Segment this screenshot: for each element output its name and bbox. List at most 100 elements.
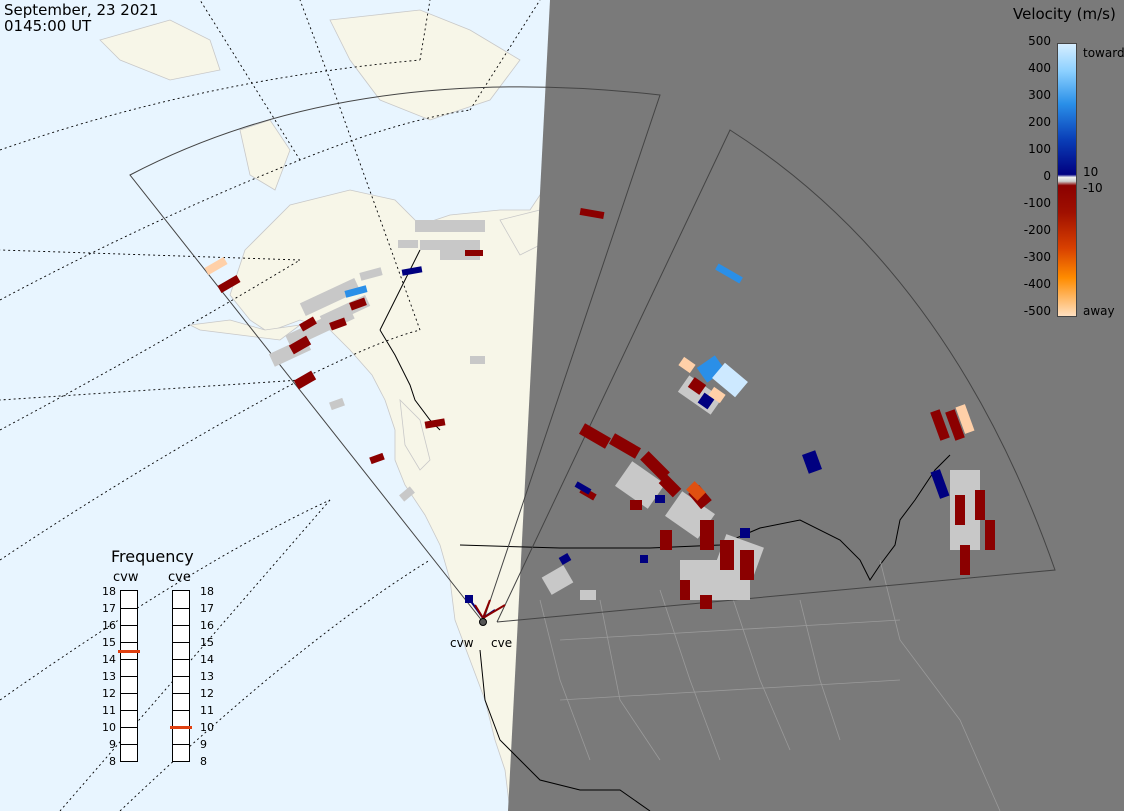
freq-gauge-divider — [121, 625, 137, 626]
freq-gauge-divider — [121, 608, 137, 609]
freq-gauge-divider — [121, 676, 137, 677]
echo-cell — [204, 257, 228, 275]
freq-tick-right: 9 — [200, 738, 207, 751]
echo-cell — [630, 500, 642, 510]
echo-cell — [398, 240, 418, 248]
frequency-title: Frequency — [111, 547, 194, 566]
echo-cell — [440, 250, 480, 260]
velocity-tick: -500 — [1023, 304, 1051, 318]
echo-cell — [740, 528, 750, 538]
freq-gauge-divider — [173, 608, 189, 609]
echo-cell — [708, 386, 726, 404]
echo-cell — [712, 362, 748, 398]
echo-cell — [985, 520, 995, 550]
freq-selected-marker — [118, 649, 140, 653]
night-terminator — [508, 0, 1124, 811]
echo-cell — [415, 220, 485, 232]
echo-cell — [802, 450, 822, 474]
toward-label: toward — [1083, 46, 1124, 60]
echo-cell — [399, 486, 415, 502]
time-label: 0145:00 UT — [4, 17, 92, 35]
echo-cell — [359, 267, 383, 281]
echo-cell — [640, 555, 648, 563]
echo-cell — [344, 285, 368, 298]
velocity-scale-title: Velocity (m/s) — [1013, 5, 1116, 23]
echo-cell — [369, 452, 385, 465]
freq-tick-right: 16 — [200, 619, 214, 632]
velocity-tick: 400 — [1028, 61, 1051, 75]
echo-beam — [474, 604, 484, 619]
freq-tick-left: 16 — [102, 619, 116, 632]
echo-cell — [720, 540, 734, 570]
echo-cell — [541, 565, 574, 595]
freq-tick-right: 13 — [200, 670, 214, 683]
freq-tick-left: 11 — [102, 704, 116, 717]
echo-cell — [299, 316, 317, 332]
velocity-tick: 500 — [1028, 34, 1051, 48]
echo-cell — [960, 545, 970, 575]
pos-threshold-label: 10 — [1083, 165, 1099, 179]
echo-cell — [580, 590, 596, 600]
site-label-cve: cve — [491, 636, 513, 650]
echo-cell — [424, 418, 446, 429]
echo-cell — [574, 481, 592, 495]
echo-cell — [678, 356, 696, 374]
freq-tick-left: 8 — [109, 755, 116, 768]
freq-gauge-divider — [173, 659, 189, 660]
velocity-tick: -100 — [1023, 196, 1051, 210]
velocity-tick: 300 — [1028, 88, 1051, 102]
freq-tick-left: 13 — [102, 670, 116, 683]
freq-tick-right: 8 — [200, 755, 207, 768]
echo-cell — [687, 377, 707, 395]
freq-gauge-divider — [121, 642, 137, 643]
velocity-tick: -300 — [1023, 250, 1051, 264]
echo-cell — [615, 461, 665, 509]
freq-selected-marker — [170, 726, 192, 729]
freq-gauge-divider — [121, 744, 137, 745]
state-lines — [539, 559, 1001, 811]
echo-cell — [945, 409, 965, 441]
echo-cell — [420, 240, 480, 250]
echo-cell — [955, 495, 965, 525]
echo-cell — [696, 355, 726, 383]
echo-cell — [329, 317, 347, 331]
echo-cell — [640, 451, 670, 481]
echo-cell — [401, 266, 423, 276]
freq-gauge-divider — [173, 693, 189, 694]
echo-cell — [349, 297, 367, 311]
freq-gauge-divider — [173, 625, 189, 626]
echo-cell — [697, 392, 715, 410]
echo-cell — [715, 263, 743, 284]
echo-cell — [680, 580, 690, 600]
velocity-tick: 100 — [1028, 142, 1051, 156]
echo-cell — [465, 250, 483, 256]
freq-gauge-divider — [121, 659, 137, 660]
freq-tick-left: 9 — [109, 738, 116, 751]
radar-name-cve: cve — [168, 570, 191, 585]
echo-cell — [655, 495, 665, 503]
neg-threshold-label: -10 — [1083, 181, 1103, 195]
freq-tick-left: 10 — [102, 721, 116, 734]
velocity-tick: 0 — [1043, 169, 1051, 183]
echo-cell — [686, 481, 706, 501]
echo-cell — [658, 474, 682, 498]
echo-cell — [329, 397, 345, 411]
echo-cell — [609, 433, 641, 459]
lat-lon-grid — [0, 0, 541, 811]
echo-cells — [204, 207, 995, 619]
velocity-tick: -200 — [1023, 223, 1051, 237]
freq-tick-left: 12 — [102, 687, 116, 700]
freq-gauge-divider — [173, 642, 189, 643]
site-label-cvw: cvw — [450, 636, 474, 650]
freq-gauge-divider — [173, 676, 189, 677]
freq-gauge-divider — [121, 693, 137, 694]
echo-beam — [482, 599, 491, 619]
velocity-tick: 200 — [1028, 115, 1051, 129]
echo-cell — [740, 550, 754, 580]
echo-beam — [482, 604, 506, 619]
freq-tick-right: 12 — [200, 687, 214, 700]
land — [99, 9, 561, 811]
echo-cell — [299, 277, 361, 317]
freq-tick-right: 10 — [200, 721, 214, 734]
